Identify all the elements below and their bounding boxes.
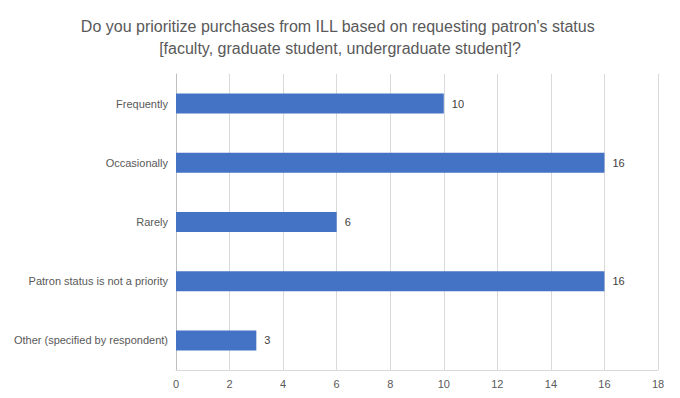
svg-text:Other (specified by respondent: Other (specified by respondent): [14, 334, 168, 346]
svg-text:Patron status is not a priorit: Patron status is not a priority: [29, 275, 169, 287]
svg-text:10: 10: [438, 378, 450, 390]
svg-text:Occasionally: Occasionally: [106, 157, 169, 169]
svg-text:16: 16: [612, 157, 624, 169]
svg-text:Frequently: Frequently: [116, 98, 168, 110]
svg-text:8: 8: [387, 378, 393, 390]
svg-text:Rarely: Rarely: [136, 216, 168, 228]
svg-text:3: 3: [264, 334, 270, 346]
svg-text:[faculty, graduate student, un: [faculty, graduate student, undergraduat…: [159, 40, 521, 57]
svg-text:16: 16: [598, 378, 610, 390]
svg-text:2: 2: [226, 378, 232, 390]
svg-text:0: 0: [173, 378, 179, 390]
svg-text:4: 4: [280, 378, 286, 390]
svg-text:18: 18: [652, 378, 664, 390]
svg-text:16: 16: [612, 275, 624, 287]
svg-text:10: 10: [452, 98, 464, 110]
svg-text:6: 6: [334, 378, 340, 390]
svg-text:6: 6: [345, 216, 351, 228]
svg-text:14: 14: [545, 378, 557, 390]
svg-text:Do you prioritize purchases fr: Do you prioritize purchases from ILL bas…: [81, 18, 599, 35]
svg-text:12: 12: [491, 378, 503, 390]
